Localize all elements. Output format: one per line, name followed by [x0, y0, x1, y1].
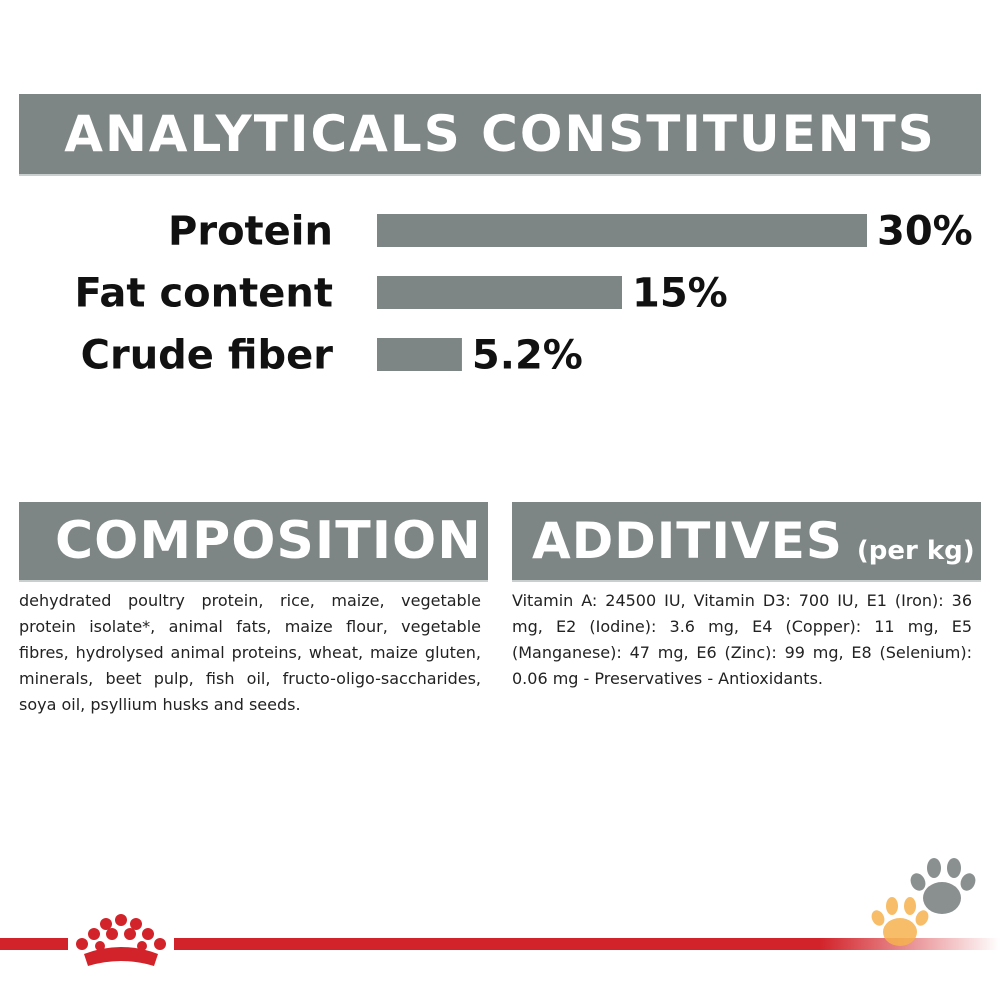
value-label-0: 30%: [877, 209, 973, 255]
additives-title: ADDITIVES: [532, 512, 843, 570]
additives-unit: (per kg): [856, 536, 975, 566]
row-label-2: Crude fiber: [81, 333, 334, 379]
additives-text: Vitamin A: 24500 IU, Vitamin D3: 700 IU,…: [512, 591, 972, 688]
paw-prints-icon: [871, 858, 976, 946]
composition-text: dehydrated poultry protein, rice, maize,…: [19, 591, 481, 714]
constituents-bar-chart: Protein 30% Fat content 15% Crude fiber 5.2%: [74, 209, 973, 379]
additives-banner: ADDITIVES (per kg): [512, 502, 981, 582]
composition-title: COMPOSITION: [55, 511, 482, 571]
value-label-2: 5.2%: [472, 333, 583, 379]
row-label-1: Fat content: [74, 271, 333, 317]
crown-logo-icon: [68, 910, 174, 974]
analytics-banner: ANALYTICALS CONSTITUENTS: [19, 94, 981, 176]
row-label-0: Protein: [168, 209, 333, 255]
bar-1: [377, 276, 622, 309]
brand-red-line: [0, 938, 1000, 950]
composition-banner: COMPOSITION: [19, 502, 488, 582]
analytics-title: ANALYTICALS CONSTITUENTS: [64, 105, 936, 163]
bar-0: [377, 214, 867, 247]
value-label-1: 15%: [632, 271, 728, 317]
bar-2: [377, 338, 462, 371]
